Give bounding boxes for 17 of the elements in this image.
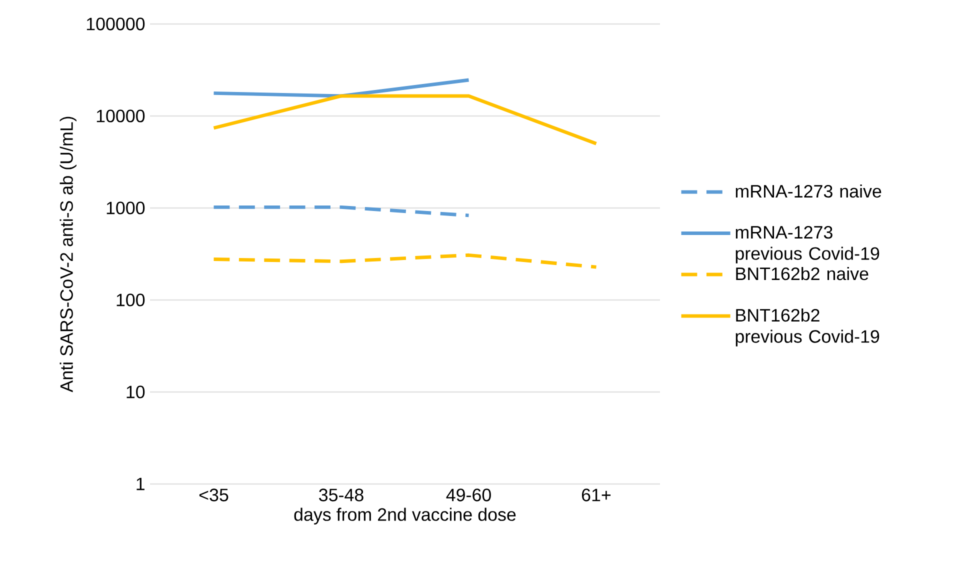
y-tick-label: 1 (136, 478, 144, 490)
legend-label: BNT162b2 previous Covid-19 (736, 308, 880, 346)
y-tick-label: 100 (116, 294, 145, 306)
legend-label: mRNA-1273 naive (736, 184, 882, 198)
x-tick-label: 61+ (582, 488, 611, 502)
x-tick-label: 35-48 (319, 488, 364, 502)
y-tick-label: 10 (126, 386, 145, 398)
y-axis-title: Anti SARS-CoV-2 anti-S ab (U/mL) (60, 116, 76, 392)
x-tick-label: <35 (199, 488, 228, 502)
legend-label: BNT162b2 naive (736, 267, 868, 280)
y-tick-label: 10000 (96, 110, 145, 122)
x-axis-title: days from 2nd vaccine dose (294, 508, 516, 524)
y-tick-label: 100000 (86, 18, 145, 30)
y-tick-label: 1000 (106, 202, 145, 214)
legend-label: mRNA-1273 previous Covid-19 (736, 226, 880, 264)
x-tick-label: 49-60 (446, 488, 491, 502)
line-series (212, 253, 598, 269)
